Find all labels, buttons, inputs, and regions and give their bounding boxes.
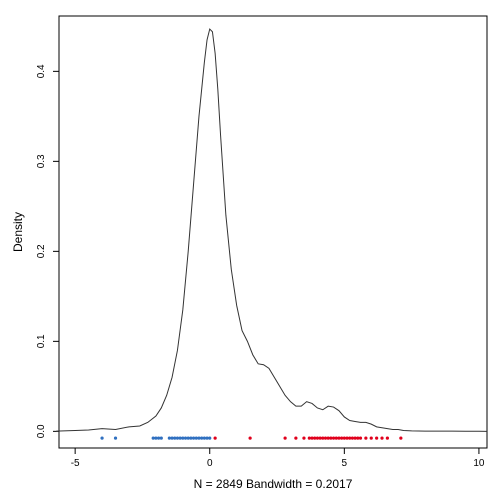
rug-point [186, 436, 190, 440]
rug-point [323, 436, 328, 440]
rug-point [189, 436, 193, 440]
rug-point [200, 436, 204, 440]
rug-point [283, 436, 287, 440]
rug-point [157, 436, 161, 440]
plot-frame [58, 15, 488, 449]
y-axis-label: Density [11, 212, 25, 252]
x-axis-label: N = 2849 Bandwidth = 0.2017 [194, 477, 353, 491]
y-tick-label: 0.4 [36, 64, 47, 78]
rug-point [348, 436, 352, 440]
rug-point [248, 436, 252, 440]
rug-point [100, 436, 104, 440]
y-axis: 0.0 0.1 0.2 0.3 0.4 [36, 64, 59, 438]
rug-point [159, 436, 163, 440]
rug-point [197, 436, 201, 440]
rug-point [358, 436, 363, 440]
rug-point [202, 436, 206, 440]
rug-point [151, 436, 155, 440]
x-tick-label: 0 [207, 458, 213, 469]
rug-point [334, 436, 338, 440]
y-tick-label: 0.0 [36, 424, 47, 438]
y-tick-label: 0.2 [36, 244, 47, 258]
x-axis: -5 0 5 10 [71, 448, 485, 469]
x-tick-label: 10 [473, 458, 485, 469]
rug-point [173, 436, 177, 440]
rug-point [385, 436, 389, 440]
rug-point [353, 436, 357, 440]
rug-point [170, 436, 174, 440]
rug-point [313, 436, 317, 440]
rug-point [380, 436, 384, 440]
rug-point [356, 436, 360, 440]
y-tick-label: 0.1 [36, 334, 47, 348]
rug-point [191, 436, 196, 440]
rug-points [100, 436, 403, 440]
rug-point [318, 436, 322, 440]
rug-point [302, 436, 306, 440]
rug-point [375, 436, 379, 440]
rug-point [178, 436, 182, 440]
rug-point [337, 436, 341, 440]
rug-point [369, 436, 373, 440]
rug-point [310, 436, 314, 440]
rug-point [175, 436, 180, 440]
rug-point [183, 436, 188, 440]
rug-point [345, 436, 349, 440]
rug-point [113, 436, 118, 440]
x-tick-label: 5 [342, 458, 348, 469]
rug-point [294, 436, 298, 440]
x-tick-label: -5 [71, 458, 80, 469]
rug-point [342, 436, 346, 440]
rug-point [350, 436, 355, 440]
rug-point [205, 436, 209, 440]
rug-point [167, 436, 171, 440]
density-curve [56, 28, 488, 432]
rug-point [326, 436, 330, 440]
y-tick-label: 0.3 [36, 154, 47, 168]
rug-point [364, 436, 368, 440]
rug-point [194, 436, 198, 440]
rug-point [329, 436, 333, 440]
rug-point [154, 436, 158, 440]
rug-point [321, 436, 325, 440]
rug-point [315, 436, 320, 440]
rug-point [307, 436, 311, 440]
rug-point [181, 436, 185, 440]
rug-point [208, 436, 212, 440]
rug-point [331, 436, 336, 440]
rug-point [399, 436, 403, 440]
rug-point [213, 436, 217, 440]
rug-point [340, 436, 344, 440]
